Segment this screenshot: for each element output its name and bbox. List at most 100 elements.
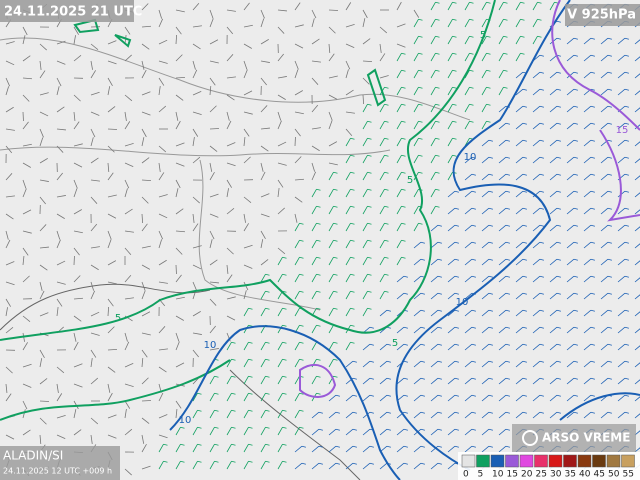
wind-barb	[328, 274, 334, 283]
wind-barb	[141, 417, 150, 424]
wind-barb	[90, 223, 98, 232]
wind-barb	[5, 327, 14, 334]
wind-barb	[498, 224, 507, 232]
wind-barb-flag	[437, 411, 442, 414]
wind-barb	[413, 462, 422, 470]
wind-barb	[294, 462, 303, 470]
wind-barb	[549, 394, 558, 402]
wind-barb-flag	[488, 156, 493, 159]
wind-barb	[39, 312, 49, 317]
wind-barb	[22, 275, 30, 283]
wind-barb	[22, 256, 25, 266]
wind-barb	[209, 325, 216, 334]
wind-barb	[566, 309, 575, 317]
wind-barb-flag	[384, 86, 389, 89]
wind-barb	[549, 122, 558, 130]
wind-barb	[430, 19, 436, 28]
legend-swatch	[519, 454, 534, 468]
wind-barb	[277, 179, 284, 188]
wind-barb	[192, 311, 201, 317]
wind-barb-flag	[556, 207, 561, 210]
wind-barb-flag	[573, 190, 578, 193]
wind-barb	[481, 2, 487, 11]
wind-barb	[498, 53, 504, 62]
wind-barb	[226, 376, 232, 385]
wind-barb-flag	[522, 360, 527, 363]
wind-barb	[464, 173, 473, 181]
wind-barb-flag	[486, 69, 491, 72]
wind-barb	[481, 139, 490, 147]
wind-barb-flag	[590, 173, 595, 176]
wind-barb	[22, 179, 27, 189]
wind-barb-flag	[318, 411, 323, 414]
wind-barb	[175, 26, 182, 35]
wind-barb-flag	[505, 190, 510, 193]
wind-barb-flag	[163, 443, 168, 446]
wind-barb	[209, 298, 217, 306]
field-box	[565, 4, 640, 26]
wind-barb-flag	[556, 275, 561, 278]
wind-barb	[107, 260, 117, 266]
wind-barb	[345, 274, 351, 283]
wind-barb-flag	[299, 324, 304, 327]
wind-barb-flag	[573, 360, 578, 363]
wind-barb-flag	[403, 275, 408, 278]
wind-barb-flag	[301, 462, 306, 465]
valid-time: 24.11.2025 21 UTC	[4, 5, 142, 20]
wind-barb	[73, 55, 82, 62]
wind-barb	[413, 360, 422, 368]
wind-barb	[447, 394, 456, 402]
wind-barb	[362, 9, 368, 19]
wind-barb	[5, 434, 15, 440]
wind-barb-flag	[469, 69, 474, 72]
wind-barb	[175, 341, 180, 351]
wind-barb	[141, 137, 145, 147]
wind-barb	[362, 18, 366, 28]
wind-barb	[498, 343, 507, 351]
wind-barb	[583, 173, 592, 181]
wind-barb	[209, 162, 213, 172]
wind-barb-flag	[454, 207, 459, 210]
wind-barb	[243, 223, 249, 232]
wind-barb-flag	[471, 241, 476, 244]
wind-barb-flag	[335, 411, 340, 414]
wind-barb	[90, 157, 99, 164]
wind-barb	[549, 88, 558, 96]
wind-barb	[226, 94, 235, 101]
wind-barb	[532, 377, 541, 385]
wind-barb	[56, 172, 63, 181]
wind-barb-flag	[556, 20, 561, 23]
wind-barb	[396, 104, 402, 113]
wind-barb-flag	[607, 71, 612, 74]
wind-barb-flag	[505, 275, 510, 278]
wind-barb	[5, 41, 15, 45]
wind-barb	[328, 342, 334, 351]
wind-barb-flag	[369, 394, 374, 397]
wind-barb	[532, 190, 541, 198]
wind-barb	[600, 190, 609, 198]
wind-barb-flag	[180, 443, 185, 446]
wind-barb-flag	[282, 256, 287, 259]
wind-barb-flag	[367, 120, 372, 123]
wind-barb	[396, 23, 406, 28]
wind-barb	[600, 173, 609, 181]
wind-barb	[124, 188, 128, 198]
wind-barb	[549, 105, 558, 113]
contour-10	[169, 325, 401, 480]
model-label: ALADIN/SI	[3, 449, 63, 463]
wind-barb	[277, 9, 287, 12]
wind-barb	[617, 411, 626, 419]
wind-barb-flag	[452, 103, 457, 106]
wind-barb	[583, 139, 592, 147]
wind-barb	[566, 139, 575, 147]
wind-barb	[294, 410, 300, 419]
wind-barb	[396, 43, 406, 48]
wind-barb	[413, 241, 422, 249]
wind-barb	[294, 274, 300, 283]
wind-barb-flag	[488, 258, 493, 261]
wind-barb	[515, 241, 524, 249]
wind-barb-flag	[520, 1, 525, 4]
wind-barb	[260, 162, 264, 172]
wind-barb	[243, 2, 250, 11]
wind-barb	[498, 190, 507, 198]
